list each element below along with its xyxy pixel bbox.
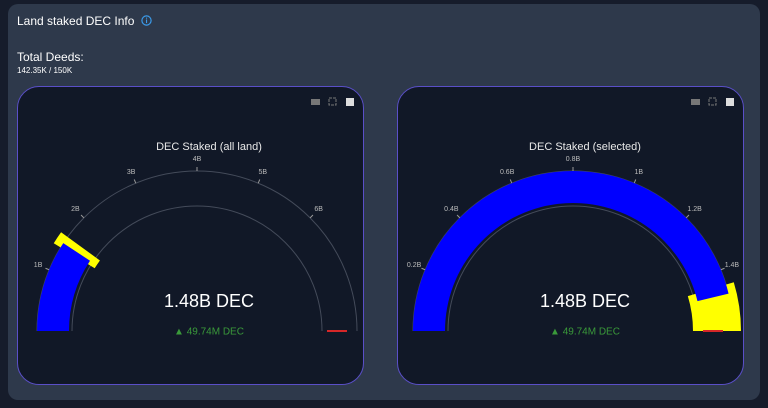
info-icon[interactable] bbox=[141, 15, 152, 26]
gauge: DEC Staked (selected) 0.2B 0.4B 0.6B 0.8B 1B 1… bbox=[407, 97, 741, 338]
camera-icon[interactable] bbox=[691, 99, 700, 105]
tick-label: 0.4B bbox=[444, 206, 459, 213]
subtitle: Total Deeds: bbox=[17, 50, 84, 64]
tick-label: 1B bbox=[34, 262, 43, 269]
gauge-title: DEC Staked (selected) bbox=[529, 141, 641, 153]
tick-label: 3B bbox=[127, 169, 136, 176]
tick-mark bbox=[685, 214, 690, 219]
gauge-value: 1.48B DEC bbox=[164, 291, 254, 311]
tick-label: 5B bbox=[259, 169, 268, 176]
gauge-bar bbox=[413, 170, 729, 331]
tick-label: 0.2B bbox=[407, 262, 422, 269]
gauge-card: DEC Staked (selected) 0.2B 0.4B 0.6B 0.8B 1B 1… bbox=[397, 86, 744, 385]
gauge-delta: ▲ 49.74M DEC bbox=[550, 327, 620, 338]
tick-mark bbox=[633, 179, 637, 184]
tick-mark bbox=[509, 179, 513, 184]
gauge-inner-outline bbox=[447, 205, 699, 332]
gauge-step bbox=[53, 232, 100, 269]
tick-label: 2B bbox=[71, 206, 80, 213]
tick-mark bbox=[45, 267, 50, 271]
camera-icon[interactable] bbox=[311, 99, 320, 105]
tick-mark bbox=[421, 267, 426, 271]
tick-mark bbox=[309, 214, 314, 219]
tick-mark bbox=[720, 267, 725, 271]
gauge-inner-outline bbox=[71, 205, 323, 332]
deeds: 142.35K / 150K bbox=[17, 66, 73, 75]
tick-label: 6B bbox=[314, 206, 323, 213]
title-text: Land staked DEC Info bbox=[17, 14, 135, 28]
tick-label: 0.8B bbox=[566, 156, 581, 163]
fullscreen-icon[interactable] bbox=[708, 97, 717, 106]
title: Land staked DEC Info bbox=[17, 14, 152, 28]
tick-label: 1.2B bbox=[687, 206, 702, 213]
tick-label: 1B bbox=[635, 169, 644, 176]
plotly-icon[interactable] bbox=[346, 98, 354, 106]
tick-label: 4B bbox=[193, 156, 202, 163]
tick-mark bbox=[257, 179, 261, 184]
gauge-card: DEC Staked (all land) 1B 2B 3B 4B 5B 6B 1.48B D… bbox=[17, 86, 364, 385]
gauge-title: DEC Staked (all land) bbox=[156, 141, 262, 153]
gauge-delta: ▲ 49.74M DEC bbox=[174, 327, 244, 338]
tick-mark bbox=[456, 214, 461, 219]
plotly-icon[interactable] bbox=[726, 98, 734, 106]
gauge-bar bbox=[37, 243, 91, 331]
gauge-value: 1.48B DEC bbox=[540, 291, 630, 311]
tick-mark bbox=[133, 179, 137, 184]
tick-label: 1.4B bbox=[725, 262, 740, 269]
tick-mark bbox=[80, 214, 85, 219]
tick-label: 0.6B bbox=[500, 169, 515, 176]
gauge: DEC Staked (all land) 1B 2B 3B 4B 5B 6B 1.48B D… bbox=[34, 97, 358, 338]
fullscreen-icon[interactable] bbox=[328, 97, 337, 106]
